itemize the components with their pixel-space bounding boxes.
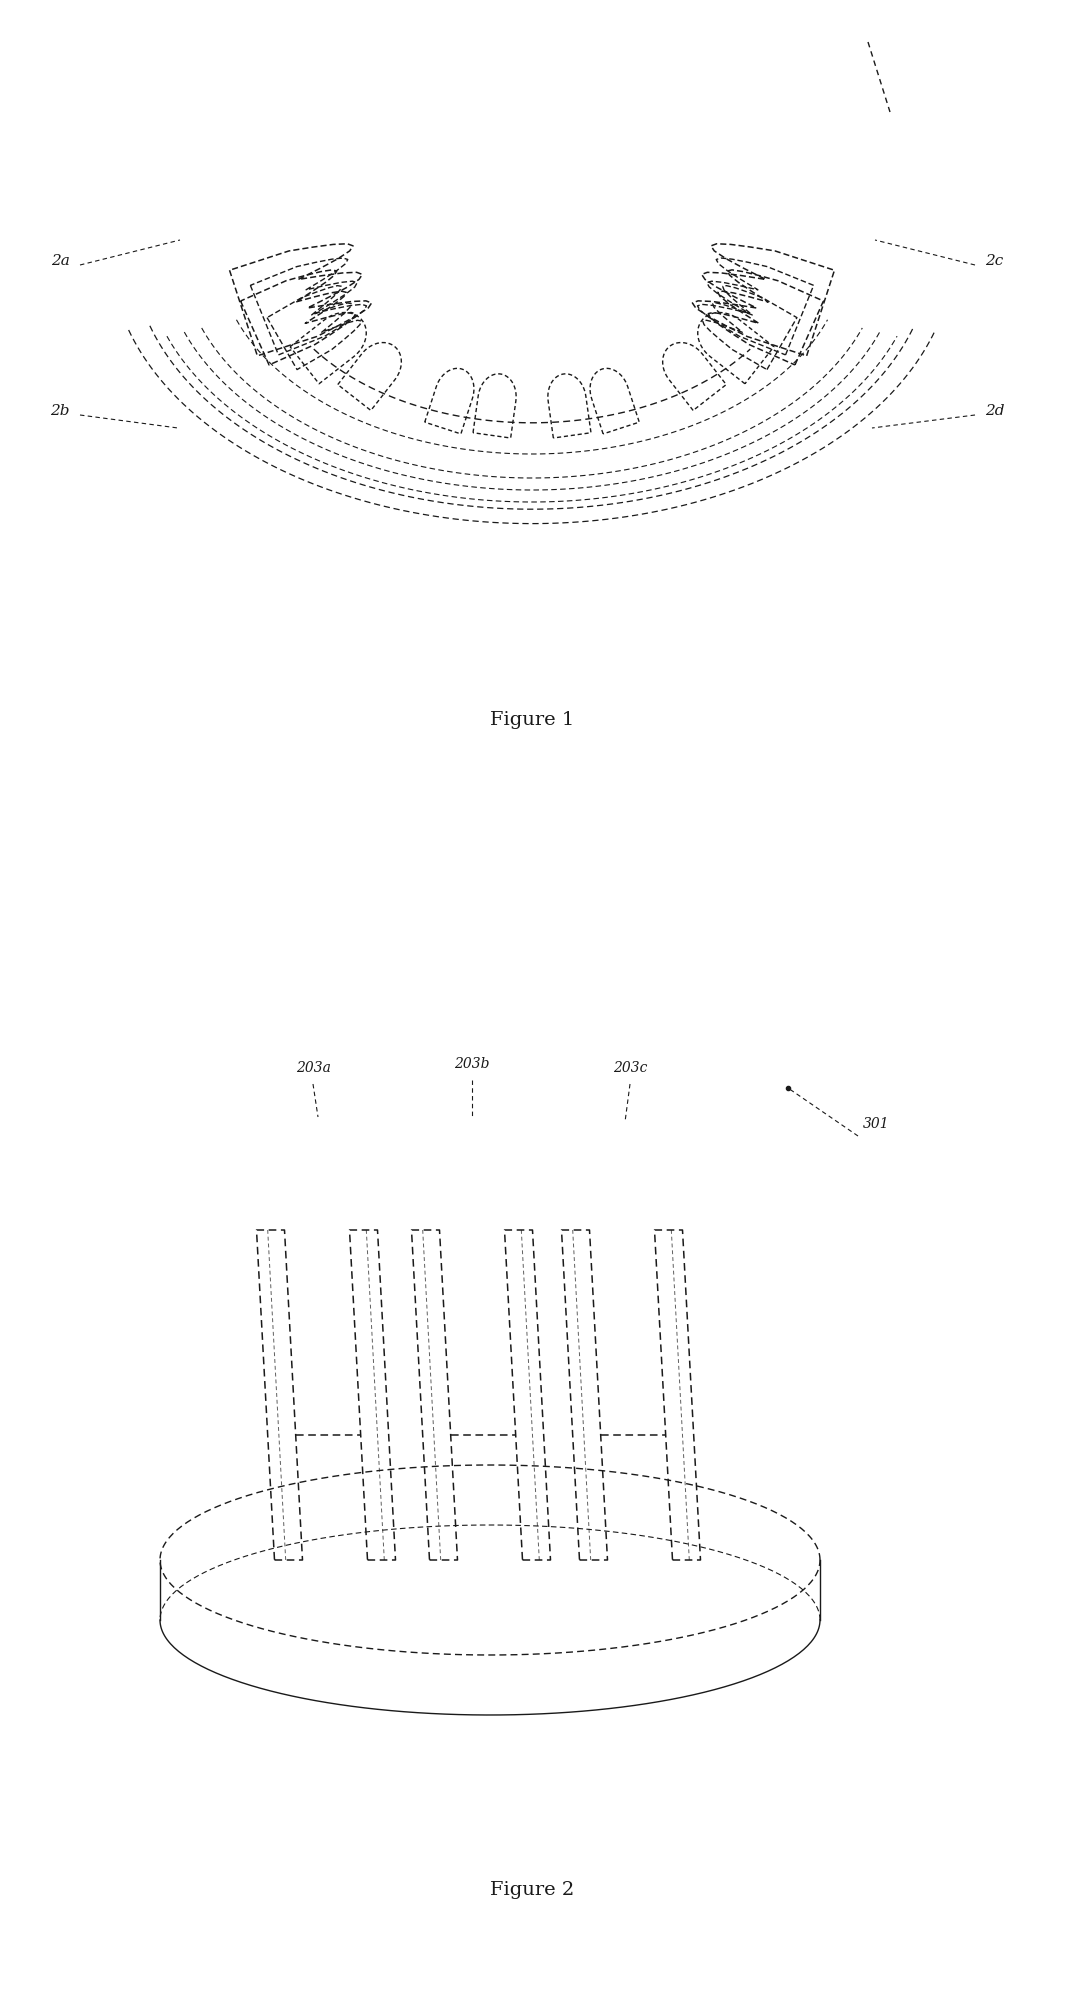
Text: 2d: 2d xyxy=(985,405,1004,419)
Text: 2b: 2b xyxy=(50,405,70,419)
Text: 301: 301 xyxy=(863,1118,889,1132)
Text: 203a: 203a xyxy=(296,1062,330,1076)
Text: Figure 2: Figure 2 xyxy=(490,1881,574,1899)
Text: 2a: 2a xyxy=(51,254,70,268)
Text: 2c: 2c xyxy=(985,254,1003,268)
Text: 203c: 203c xyxy=(612,1062,648,1076)
Text: 203b: 203b xyxy=(455,1058,490,1072)
Text: Figure 1: Figure 1 xyxy=(490,711,574,729)
